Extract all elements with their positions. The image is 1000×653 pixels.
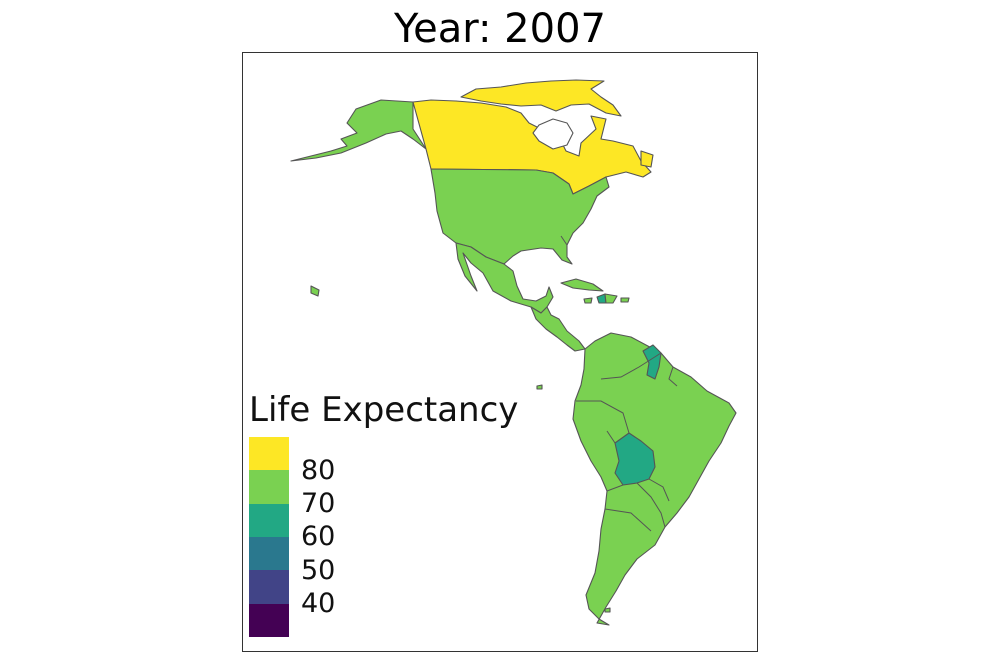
legend-colorbar <box>249 437 289 637</box>
legend-tick-50: 50 <box>301 555 336 586</box>
region-cuba[interactable] <box>560 278 604 292</box>
legend-swatch-0 <box>249 437 289 471</box>
legend-tick-70: 70 <box>301 488 336 519</box>
country-borders <box>560 235 678 532</box>
region-canada-arctic-islands[interactable] <box>460 79 622 117</box>
map-title: Year: 2007 <box>394 6 606 52</box>
americas-map[interactable] <box>243 53 758 652</box>
region-newfoundland[interactable] <box>640 150 654 168</box>
legend-title: Life Expectancy <box>249 390 519 430</box>
region-dominican-republic[interactable] <box>604 293 618 304</box>
region-galapagos[interactable] <box>536 384 543 390</box>
map-frame[interactable] <box>242 52 758 652</box>
legend-tick-80: 80 <box>301 455 336 486</box>
legend-tick-60: 60 <box>301 521 336 552</box>
region-central-america[interactable] <box>530 306 586 352</box>
region-south-america[interactable] <box>572 332 737 626</box>
legend-swatch-5 <box>249 603 289 637</box>
region-jamaica[interactable] <box>583 297 593 304</box>
region-puerto-rico[interactable] <box>620 297 630 303</box>
legend-swatch-2 <box>249 503 289 537</box>
legend-swatch-1 <box>249 470 289 504</box>
region-alaska[interactable] <box>290 99 427 162</box>
region-hawaii[interactable] <box>310 285 320 297</box>
legend-tick-40: 40 <box>301 588 336 619</box>
region-falklands[interactable] <box>604 607 611 613</box>
hudson-bay <box>532 118 574 150</box>
region-guyana[interactable] <box>642 344 662 380</box>
legend-swatch-3 <box>249 536 289 571</box>
legend-swatch-4 <box>249 570 289 604</box>
